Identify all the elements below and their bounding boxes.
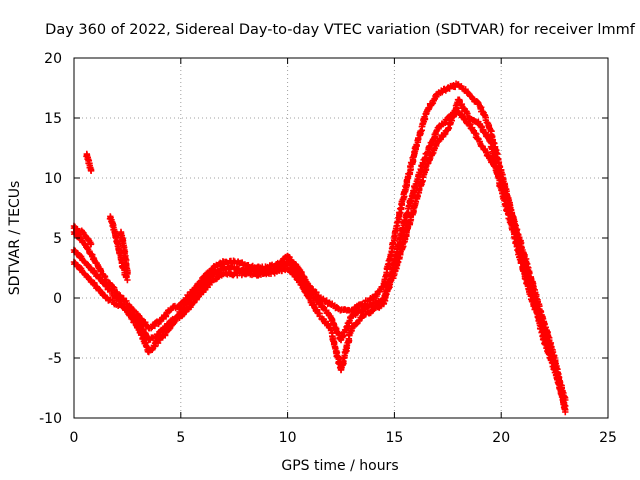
x-tick-label: 5: [176, 430, 185, 446]
trace-marker: [164, 307, 172, 314]
trace-marker: [522, 275, 529, 283]
series-track-c: [70, 96, 569, 404]
trace-marker: [217, 267, 225, 274]
y-axis-label: SDTVAR / TECUs: [7, 181, 23, 296]
x-tick-label: 25: [599, 430, 617, 446]
trace-marker: [87, 241, 94, 248]
trace-marker: [561, 402, 569, 409]
series-track-a: [70, 80, 569, 416]
axis-ticks: 0 5 10 15 20 25 -10 -5 0 5 10 15 20: [39, 51, 617, 446]
chart-title: Day 360 of 2022, Sidereal Day-to-day VTE…: [45, 22, 636, 38]
y-tick-label: 15: [44, 111, 62, 127]
y-tick-label: 10: [44, 171, 62, 187]
trace-marker: [401, 218, 408, 225]
trace-marker: [358, 302, 365, 309]
trace-marker: [497, 184, 505, 191]
y-tick-label: -5: [48, 351, 62, 367]
series-segment-early-3: [117, 228, 131, 278]
series-segment-early-2: [106, 213, 131, 284]
trace-marker: [87, 166, 95, 174]
grid-lines: [74, 58, 608, 418]
y-tick-label: -10: [39, 411, 62, 427]
x-tick-label: 10: [279, 430, 297, 446]
trace-marker: [109, 283, 117, 291]
trace-marker: [123, 274, 130, 281]
trace-marker: [418, 178, 426, 186]
x-tick-label: 0: [70, 430, 79, 446]
series-segment-early-4: [70, 222, 95, 248]
trace-marker: [417, 128, 425, 135]
trace-marker: [561, 394, 569, 402]
trace-marker: [385, 282, 393, 289]
y-tick-label: 0: [53, 291, 62, 307]
series-segment-early-1: [83, 150, 95, 174]
x-tick-label: 15: [385, 430, 403, 446]
trace-marker: [230, 257, 237, 264]
trace-marker: [293, 268, 301, 276]
trace-marker: [286, 253, 293, 261]
trace-marker: [428, 100, 436, 108]
x-axis-label: GPS time / hours: [281, 458, 398, 474]
trace-marker: [433, 140, 440, 148]
trace-marker: [529, 298, 536, 306]
trace-marker: [124, 269, 131, 277]
y-tick-label: 5: [53, 231, 62, 247]
data-marks: [70, 80, 569, 416]
trace-marker: [433, 127, 440, 135]
x-tick-label: 20: [492, 430, 510, 446]
y-tick-label: 20: [44, 51, 62, 67]
trace-marker: [549, 353, 556, 360]
trace-marker: [517, 259, 525, 267]
trace-marker: [422, 164, 429, 171]
